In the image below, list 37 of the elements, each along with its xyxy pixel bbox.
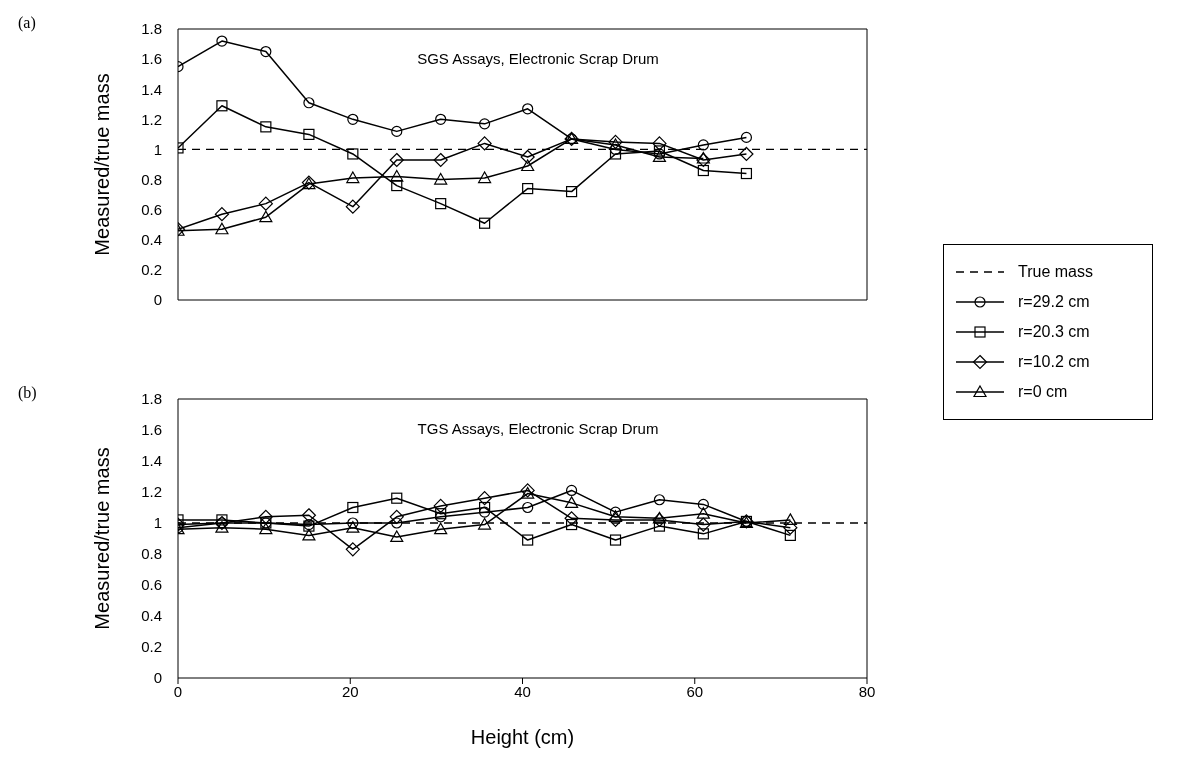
x-tick-label: 80 <box>858 682 876 700</box>
y-tick-label: 0 <box>153 669 162 687</box>
y-tick-label: 1.8 <box>141 20 162 38</box>
y-tick-label: 1.2 <box>141 483 162 501</box>
y-tick-label: 0.8 <box>141 545 162 563</box>
legend-label: r=29.2 cm <box>1018 293 1090 311</box>
y-tick-label: 1.6 <box>141 421 162 439</box>
y-tick-label: 0.6 <box>141 200 162 218</box>
y-axis-title: Measured/true mass <box>91 73 114 256</box>
x-tick-label: 0 <box>173 682 183 700</box>
y-tick-label: 1 <box>153 140 162 158</box>
legend-label: r=10.2 cm <box>1018 353 1090 371</box>
y-tick-label: 1.6 <box>141 50 162 68</box>
text: SGS Assays, Electronic Scrap Drum <box>417 50 659 67</box>
y-tick-label: 1.2 <box>141 110 162 128</box>
x-tick-label: 20 <box>341 682 359 700</box>
legend-label: True mass <box>1018 263 1093 281</box>
y-tick-label: 0.6 <box>141 576 162 594</box>
text: (a) <box>18 14 36 32</box>
y-tick-label: 0.2 <box>141 261 162 279</box>
legend-label: r=0 cm <box>1018 383 1068 401</box>
legend-label: r=20.3 cm <box>1018 323 1090 341</box>
text: (b) <box>18 384 37 402</box>
y-axis-title: Measured/true mass <box>91 447 114 630</box>
y-tick-label: 1.4 <box>141 452 162 470</box>
y-tick-label: 0.2 <box>141 638 162 656</box>
y-tick-label: 0.4 <box>141 231 162 249</box>
y-tick-label: 1.8 <box>141 390 162 408</box>
x-axis-title: Height (cm) <box>470 726 575 748</box>
y-tick-label: 0.4 <box>141 607 162 625</box>
x-tick-label: 60 <box>686 682 704 700</box>
text: TGS Assays, Electronic Scrap Drum <box>417 420 659 437</box>
y-tick-label: 0.8 <box>141 170 162 188</box>
y-tick-label: 1 <box>153 514 162 532</box>
y-tick-label: 1.4 <box>141 80 162 98</box>
y-tick-label: 0 <box>153 291 162 309</box>
x-tick-label: 40 <box>514 682 531 700</box>
